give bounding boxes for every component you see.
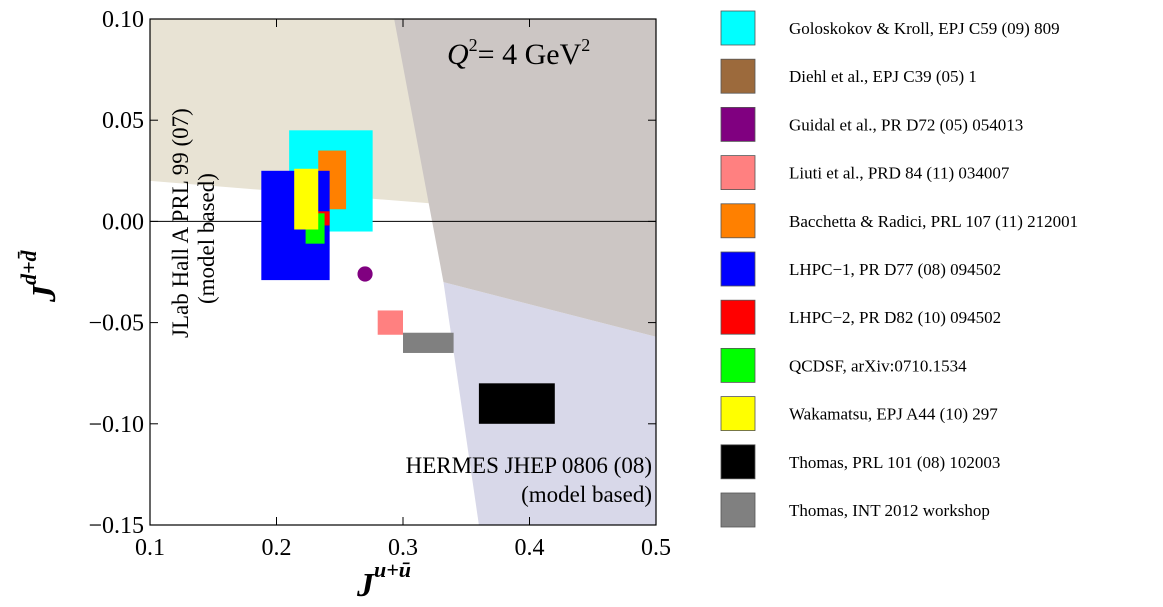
legend-item-thomas-int-2012-workshop: Thomas, INT 2012 workshop	[720, 492, 990, 528]
legend-swatch	[720, 251, 756, 287]
hermes-label-line1: HERMES JHEP 0806 (08)	[406, 453, 652, 478]
legend-label: Wakamatsu, EPJ A44 (10) 297	[789, 405, 998, 424]
legend-item-wakamatsu-epj-a44-10-297: Wakamatsu, EPJ A44 (10) 297	[720, 396, 998, 432]
legend-label: LHPC−1, PR D77 (08) 094502	[789, 260, 1001, 279]
mark-thomas-prl-101-08-102003	[478, 383, 555, 424]
x-tick-label: 0.5	[641, 535, 671, 561]
data-marks	[261, 130, 555, 424]
legend-item-goloskokov-kroll-epj-c59-09-809: Goloskokov & Kroll, EPJ C59 (09) 809	[720, 10, 1060, 46]
x-axis-title: Ju+ū	[356, 557, 411, 604]
x-tick-label: 0.4	[515, 535, 545, 561]
legend-swatch	[720, 299, 756, 335]
legend-label: QCDSF, arXiv:0710.1534	[789, 356, 967, 375]
legend-item-liuti-et-al-prd-84-11-034007: Liuti et al., PRD 84 (11) 034007	[720, 155, 1010, 191]
legend-label: Thomas, PRL 101 (08) 102003	[789, 453, 1000, 472]
legend-item-guidal-et-al-pr-d72-05-054013: Guidal et al., PR D72 (05) 054013	[720, 107, 1023, 142]
legend-swatch	[720, 107, 756, 142]
shaded-regions	[150, 19, 656, 525]
y-tick-label: −0.10	[88, 412, 144, 438]
legend-item-diehl-et-al-epj-c39-05-1: Diehl et al., EPJ C39 (05) 1	[720, 58, 977, 94]
svg-text:Jd+d̄: Jd+d̄	[16, 249, 63, 303]
legend-item-thomas-prl-101-08-102003: Thomas, PRL 101 (08) 102003	[720, 444, 1000, 480]
y-tick-label: −0.15	[88, 513, 144, 539]
q2-annotation: Q2= 4 GeV2	[447, 35, 590, 71]
legend-item-lhpc-2-pr-d82-10-094502: LHPC−2, PR D82 (10) 094502	[720, 299, 1001, 335]
x-tick-label: 0.2	[262, 535, 292, 561]
jlab-label-line2: (model based)	[194, 173, 219, 304]
legend-item-bacchetta-radici-prl-107-11-212001: Bacchetta & Radici, PRL 107 (11) 212001	[720, 203, 1078, 239]
legend-item-qcdsf-arxiv-0710-1534: QCDSF, arXiv:0710.1534	[720, 347, 967, 383]
legend-label: Guidal et al., PR D72 (05) 054013	[789, 115, 1023, 134]
legend-swatch	[720, 396, 756, 432]
jlab-annotation: JLab Hall A PRL 99 (07) (model based)	[168, 108, 219, 338]
y-tick-label: 0.10	[102, 7, 144, 33]
jlab-label-line1: JLab Hall A PRL 99 (07)	[168, 108, 193, 338]
legend-swatch	[720, 444, 756, 480]
legend-swatch	[720, 58, 756, 94]
legend-swatch	[720, 10, 756, 46]
y-tick-label: −0.05	[88, 311, 144, 337]
mark-thomas-int-2012-workshop	[403, 332, 454, 353]
legend-label: Bacchetta & Radici, PRL 107 (11) 212001	[789, 212, 1078, 231]
y-tick-label: 0.00	[102, 209, 144, 235]
legend-label: Liuti et al., PRD 84 (11) 034007	[789, 164, 1010, 183]
legend-label: Goloskokov & Kroll, EPJ C59 (09) 809	[789, 19, 1060, 38]
legend-swatch	[720, 203, 756, 239]
axis-ticks: 0.1 0.2 0.3 0.4 0.5 −0.15 −0.10 −0.05 0.00 0.05 0.…	[88, 7, 671, 561]
hermes-label-line2: (model based)	[521, 482, 652, 507]
mark-guidal-et-al-pr-d72-05-054013	[357, 266, 373, 282]
mark-liuti-et-al-prd-84-11-034007	[377, 310, 403, 335]
legend: Goloskokov & Kroll, EPJ C59 (09) 809 Dieh…	[720, 10, 1078, 528]
mark-wakamatsu-epj-a44-10-297	[294, 168, 319, 230]
legend-label: LHPC−2, PR D82 (10) 094502	[789, 308, 1001, 327]
x-tick-label: 0.3	[388, 535, 418, 561]
legend-label: Thomas, INT 2012 workshop	[789, 501, 990, 520]
y-axis-title: Jd+d̄	[16, 249, 63, 303]
legend-label: Diehl et al., EPJ C39 (05) 1	[789, 67, 977, 86]
x-tick-label: 0.1	[135, 535, 165, 561]
legend-swatch	[720, 155, 756, 191]
y-tick-label: 0.05	[102, 108, 144, 134]
legend-swatch	[720, 492, 756, 528]
legend-swatch	[720, 347, 756, 383]
region-overlap	[394, 19, 656, 337]
legend-item-lhpc-1-pr-d77-08-094502: LHPC−1, PR D77 (08) 094502	[720, 251, 1001, 287]
